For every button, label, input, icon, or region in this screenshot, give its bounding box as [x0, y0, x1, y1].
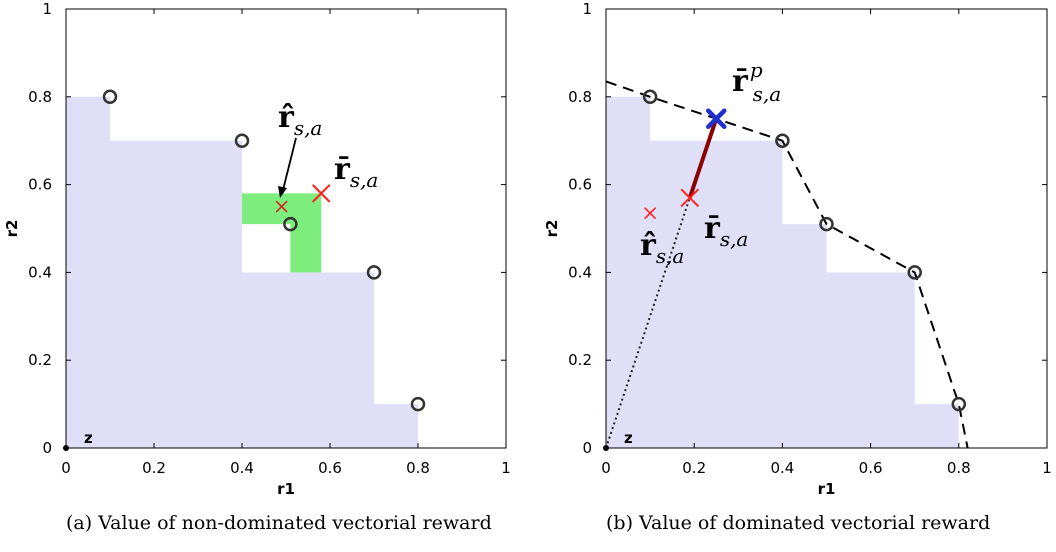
panel-b-x-tick-label: 0.4: [770, 459, 794, 477]
panel-b-x-tick-label: 0.6: [859, 459, 883, 477]
panel-b-x-tick-label: 0: [601, 459, 611, 477]
panel-b-ray-solid: [687, 118, 719, 199]
panel-a-y-tick-label: 1: [42, 0, 52, 18]
panel-b-reference-point-label: z: [624, 429, 633, 447]
panel-b-reference-point: [603, 445, 609, 451]
panel-b-hull-line: [605, 80, 969, 449]
panel-a-y-tick-label: 0.2: [28, 351, 52, 369]
panel-b-plot-frame: [605, 8, 1048, 449]
panel-b-r-bar-p-label: r̄ p s,a: [732, 58, 781, 106]
panel-a-x-tick-label: 0.4: [230, 459, 254, 477]
panel-b-y-tick-label: 1: [582, 0, 592, 18]
panel-b-r-bar-p-marker-stroke: [706, 108, 727, 129]
panel-b-y-tick-label: 0.8: [568, 88, 592, 106]
panel-a-dominated-region: [66, 96, 418, 449]
panel-b-y-tick-label: 0.4: [568, 263, 592, 281]
panel-a-gain-region: [242, 193, 322, 273]
panel-b-x-tick-label: 1: [1042, 459, 1052, 477]
panel-a-r-bar-marker: [312, 184, 331, 203]
panel-b-x-tick-label: 0.8: [947, 459, 971, 477]
panel-b-pareto-point: [775, 133, 790, 148]
panel-a-x-tick-label: 0: [61, 459, 71, 477]
panel-a-r-bar-marker-stroke: [312, 184, 331, 203]
caption-a: (a) Value of non-dominated vectorial rew…: [66, 512, 492, 534]
panel-a-y-tick-label: 0.6: [28, 176, 52, 194]
panel-b-r-bar-label: r̄s,a: [704, 211, 748, 251]
panel-a-x-tick-label: 0.2: [142, 459, 166, 477]
panel-a-y-tick-label: 0.8: [28, 88, 52, 106]
panel-b-r-hat-marker: [644, 207, 656, 219]
panel-b-y-tick-label: 0.2: [568, 351, 592, 369]
panel-b-r-hat-marker-stroke: [644, 207, 656, 219]
panel-a-pareto-point: [283, 216, 298, 232]
panel-b-pareto-point: [907, 265, 922, 280]
caption-b: (b) Value of dominated vectorial reward: [606, 512, 991, 534]
panel-a-y-axis-label: r2: [3, 220, 21, 238]
panel-b-ray-dotted: [605, 197, 691, 449]
panel-a-r-hat-marker-stroke: [275, 200, 288, 213]
panel-a-x-tick-label: 0.6: [318, 459, 342, 477]
panel-b-x-tick-label: 0.2: [682, 459, 706, 477]
panel-a-x-axis-label: r1: [277, 480, 295, 498]
panel-a-pareto-point: [366, 265, 382, 280]
panel-b-pareto-point: [819, 216, 834, 232]
panel-a-r-hat-marker: [275, 200, 288, 213]
panel-b-r-hat-label: r̂s,a: [640, 228, 684, 268]
panel-a-r-bar-label: r̄s,a: [334, 152, 378, 192]
panel-a-reference-point-label: z: [84, 429, 93, 447]
panel-b-y-tick-label: 0.6: [568, 176, 592, 194]
panel-a-r-hat-arrow: [282, 137, 297, 191]
panel-a-pareto-point: [410, 396, 426, 412]
panel-b-y-axis-label: r2: [543, 220, 561, 238]
panel-b-pareto-point: [642, 89, 658, 105]
panel-a-y-tick-label: 0: [42, 439, 52, 457]
panel-a-x-tick-label: 0.8: [406, 459, 430, 477]
panel-a-pareto-point: [234, 133, 250, 148]
panel-a-r-hat-label: r̂s,a: [278, 100, 322, 140]
panel-a-reference-point: [63, 445, 69, 451]
panel-b-pareto-point: [951, 396, 967, 412]
panel-b-x-axis-label: r1: [818, 480, 836, 498]
panel-a-x-tick-label: 1: [501, 459, 511, 477]
panel-a-r-hat-arrowhead: [278, 186, 287, 198]
panel-b-y-tick-label: 0: [582, 439, 592, 457]
panel-b-dominated-region: [606, 96, 959, 449]
panel-a-pareto-point: [102, 89, 118, 105]
panel-a-y-tick-label: 0.4: [28, 263, 52, 281]
panel-b-r-bar-marker: [680, 188, 699, 207]
panel-b-r-bar-marker-stroke: [680, 188, 699, 207]
panel-a-plot-frame: [65, 8, 507, 449]
panel-b-r-bar-p-marker: [706, 108, 727, 129]
